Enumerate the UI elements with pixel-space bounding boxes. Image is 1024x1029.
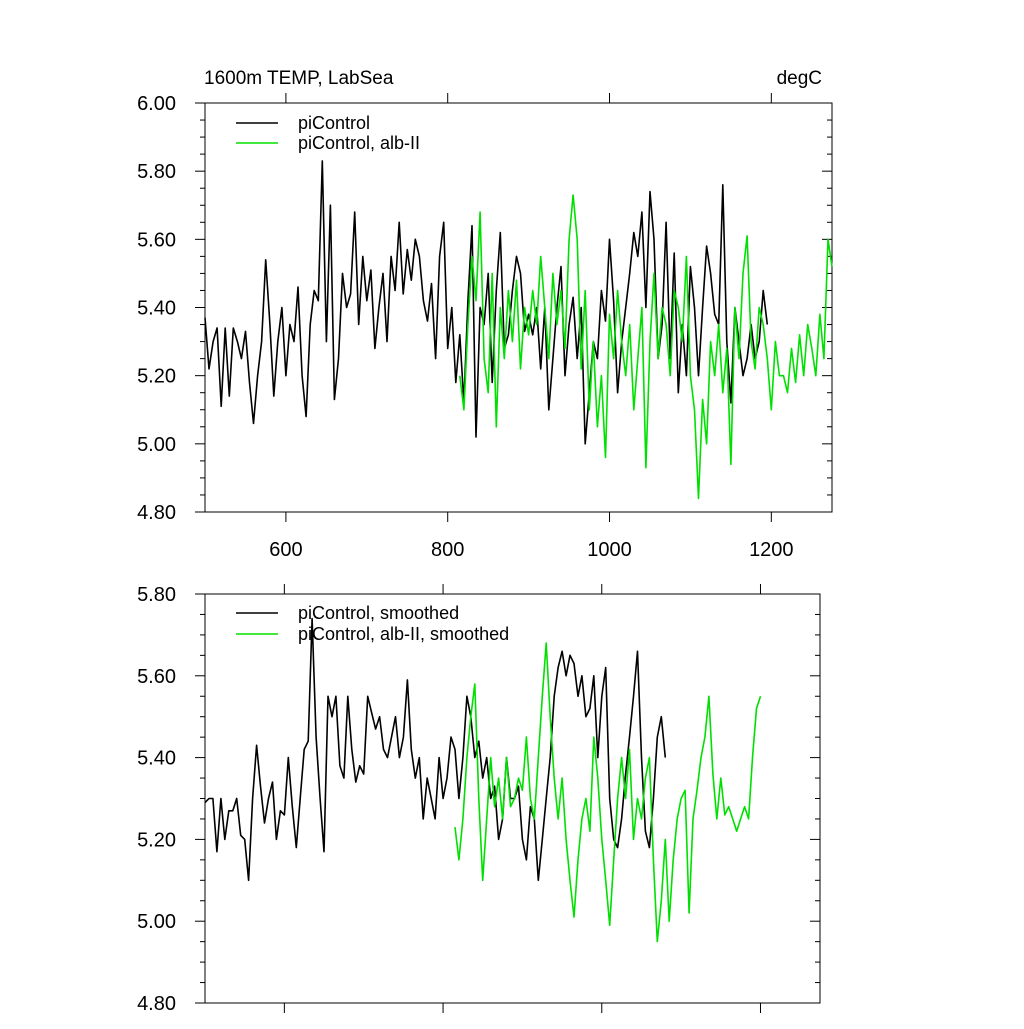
figure-title: 1600m TEMP, LabSea (204, 68, 394, 89)
y-tick-label: 5.20 (137, 829, 176, 851)
x-tick-label: 1200 (749, 539, 794, 561)
legend-label: piControl, alb-II, smoothed (298, 624, 509, 644)
series-line-picontrol-alb-ii (459, 194, 833, 500)
y-tick-label: 4.80 (137, 502, 176, 524)
legend-label: piControl, smoothed (298, 603, 459, 623)
legend-label: piControl, alb-II (298, 133, 420, 153)
x-tick-label: 1000 (587, 539, 632, 561)
y-tick-label: 5.80 (137, 584, 176, 606)
y-tick-label: 4.80 (137, 993, 176, 1015)
y-tick-label: 5.40 (137, 748, 176, 770)
top-panel: 4.80 5.00 5.20 5.40 5.60 5.80 6.00 600 800 1000 12… (137, 93, 833, 561)
x-tick-label: 600 (269, 539, 302, 561)
y-tick-label: 5.60 (137, 666, 176, 688)
legend-label: piControl (298, 113, 370, 133)
y-tick-label: 5.40 (137, 298, 176, 320)
y-tick-label: 5.80 (137, 161, 176, 183)
x-tick-label: 800 (431, 539, 464, 561)
y-tick-label: 6.00 (137, 93, 176, 115)
y-tick-label: 5.00 (137, 911, 176, 933)
bottom-panel: 4.80 5.00 5.20 5.40 5.60 5.80 piControl, smoot… (137, 584, 821, 1015)
series-line-picontrol-smoothed (204, 617, 667, 882)
y-tick-label: 5.00 (137, 434, 176, 456)
y-tick-label: 5.20 (137, 366, 176, 388)
series-line-picontrol-alb-ii-smoothed (454, 642, 762, 943)
series-line-picontrol (204, 160, 769, 445)
y-tick-label: 5.60 (137, 229, 176, 251)
figure-units: degC (777, 68, 822, 89)
